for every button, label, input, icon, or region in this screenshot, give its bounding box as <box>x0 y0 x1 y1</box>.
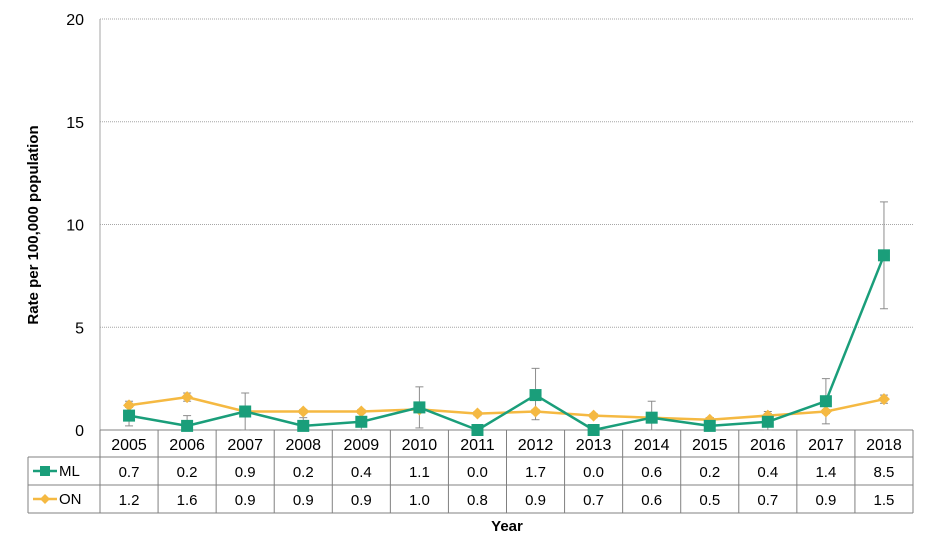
table-cell-value: 0.6 <box>641 464 662 481</box>
table-cell-value: 0.8 <box>467 492 488 509</box>
y-axis-ticks: 0 5 10 15 20 <box>66 12 84 440</box>
legend-series-name: ML <box>59 463 80 480</box>
table-cell-value: 0.9 <box>235 492 256 509</box>
x-tick-label: 2014 <box>634 437 670 454</box>
table-cell-value: 0.9 <box>351 492 372 509</box>
data-point-ml <box>877 249 890 262</box>
x-tick-label: 2006 <box>169 437 205 454</box>
data-point-on <box>529 405 542 418</box>
legend-key-marker <box>40 494 50 504</box>
x-tick-label: 2011 <box>460 437 495 454</box>
data-point-on <box>877 393 890 406</box>
x-tick-label: 2007 <box>227 437 263 454</box>
data-point-ml <box>413 401 426 414</box>
x-tick-label: 2015 <box>692 437 728 454</box>
table-cell-value: 1.7 <box>525 464 546 481</box>
table-cell-value: 0.5 <box>699 492 720 509</box>
data-point-ml <box>297 419 310 432</box>
data-point-on <box>181 391 194 404</box>
table-cell-value: 1.1 <box>409 464 430 481</box>
y-tick-label: 15 <box>66 115 84 132</box>
table-cell-value: 0.7 <box>583 492 604 509</box>
data-point-on <box>297 405 310 418</box>
table-cell-value: 0.2 <box>293 464 314 481</box>
table-cell-value: 0.9 <box>293 492 314 509</box>
data-point-ml <box>471 424 484 436</box>
x-tick-label: 2018 <box>866 437 902 454</box>
table-cell-value: 0.7 <box>119 464 140 481</box>
data-point-ml <box>355 415 368 428</box>
data-point-on <box>123 399 136 412</box>
x-tick-label: 2017 <box>808 437 844 454</box>
table-cell-value: 1.4 <box>815 464 836 481</box>
table-cell-value: 0.6 <box>641 492 662 509</box>
data-point-on <box>471 407 484 420</box>
x-tick-label: 2005 <box>111 437 147 454</box>
table-cell-value: 0.9 <box>235 464 256 481</box>
y-tick-label: 5 <box>75 320 84 337</box>
table-cell-value: 0.4 <box>757 464 778 481</box>
table-cell-value: 0.2 <box>699 464 720 481</box>
data-point-ml <box>587 424 600 436</box>
x-tick-label: 2009 <box>344 437 380 454</box>
gridlines <box>99 18 913 430</box>
x-tick-label: 2010 <box>402 437 438 454</box>
data-point-on <box>587 409 600 422</box>
series-plot <box>123 201 890 436</box>
x-tick-label: 2013 <box>576 437 612 454</box>
data-point-ml <box>819 395 832 408</box>
data-point-ml <box>761 415 774 428</box>
table-cell-value: 0.7 <box>757 492 778 509</box>
y-axis-title: Rate per 100,000 population <box>25 125 42 324</box>
data-table: 2005 2006 2007 2008 2009 2010 2011 2012 2013 2014… <box>27 429 914 514</box>
data-point-ml <box>529 389 542 402</box>
data-point-on <box>819 405 832 418</box>
x-tick-label: 2008 <box>285 437 321 454</box>
data-point-ml <box>181 419 194 432</box>
data-point-ml <box>645 411 658 424</box>
table-cell-value: 1.2 <box>119 492 140 509</box>
series-line-ml <box>128 254 886 432</box>
y-tick-label: 20 <box>66 12 84 29</box>
x-axis-title: Year <box>491 518 523 535</box>
table-cell-value: 0.0 <box>467 464 488 481</box>
x-tick-label: 2016 <box>750 437 786 454</box>
table-cell-value: 0.9 <box>525 492 546 509</box>
table-cell-value: 1.6 <box>177 492 198 509</box>
data-point-ml <box>703 419 716 432</box>
legend-series-name: ON <box>59 491 82 508</box>
x-tick-label: 2012 <box>518 437 554 454</box>
data-point-ml <box>239 405 252 418</box>
table-cell-value: 0.2 <box>177 464 198 481</box>
table-cell-value: 0.0 <box>583 464 604 481</box>
table-cell-value: 0.4 <box>351 464 372 481</box>
legend-key-marker <box>40 466 50 476</box>
table-cell-value: 1.0 <box>409 492 430 509</box>
data-point-ml <box>123 409 136 422</box>
table-cell-value: 8.5 <box>874 464 895 481</box>
table-cell-value: 0.9 <box>815 492 836 509</box>
table-cell-value: 1.5 <box>874 492 895 509</box>
y-tick-label: 0 <box>75 423 84 440</box>
y-tick-label: 10 <box>66 218 84 235</box>
data-point-on <box>355 405 368 418</box>
